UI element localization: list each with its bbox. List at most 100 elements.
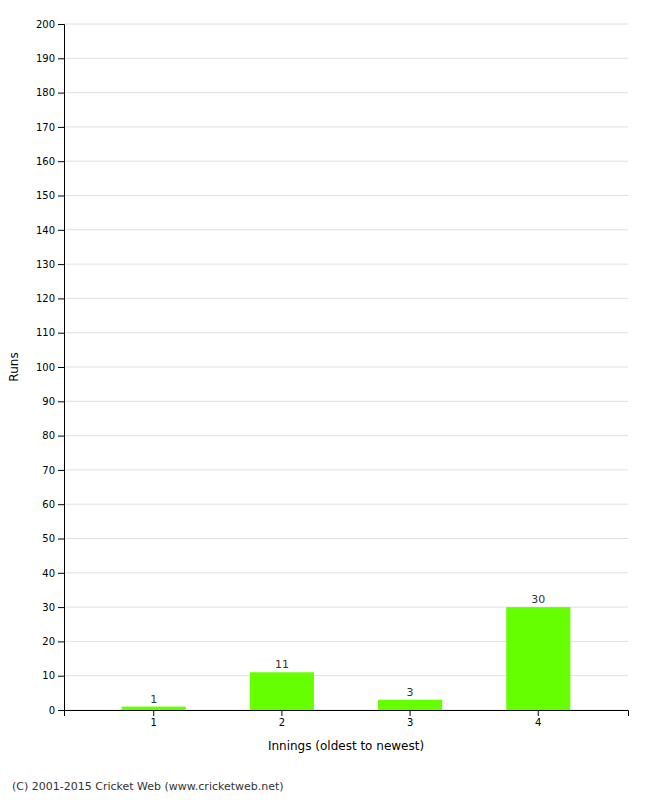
- grid-line: [64, 538, 628, 539]
- bar: [122, 707, 186, 710]
- y-tick-mark: [58, 367, 64, 368]
- y-tick: 0: [49, 705, 64, 716]
- grid-line: [64, 401, 628, 402]
- y-tick: 190: [36, 53, 64, 64]
- grid-line: [64, 298, 628, 299]
- bar: [378, 700, 442, 710]
- y-tick-label: 150: [36, 190, 55, 201]
- x-axis-line: [65, 711, 629, 717]
- grid-line: [64, 435, 628, 436]
- y-tick: 120: [36, 293, 64, 304]
- y-tick: 60: [42, 499, 64, 510]
- chart: 1113300102030405060708090100110120130140…: [0, 0, 650, 800]
- bars: [122, 607, 571, 710]
- x-tick: 2: [279, 710, 285, 728]
- data-label: 11: [275, 658, 289, 671]
- y-tick-label: 100: [36, 362, 55, 373]
- y-tick-label: 10: [42, 670, 55, 681]
- y-tick-mark: [58, 230, 64, 231]
- y-tick-mark: [58, 539, 64, 540]
- bar: [506, 607, 570, 710]
- x-tick-label: 3: [407, 717, 413, 728]
- data-labels: 111330: [150, 593, 545, 705]
- y-tick-mark: [58, 470, 64, 471]
- y-tick: 170: [36, 122, 64, 133]
- y-tick-label: 40: [42, 568, 55, 579]
- grid-line: [64, 367, 628, 368]
- grid-line: [64, 332, 628, 333]
- x-tick-label: 4: [535, 717, 541, 728]
- y-tick-label: 160: [36, 156, 55, 167]
- y-tick-mark: [58, 298, 64, 299]
- y-tick: 50: [42, 533, 64, 544]
- x-tick-label: 1: [151, 717, 157, 728]
- y-tick-label: 110: [36, 327, 55, 338]
- y-axis-line: [58, 25, 65, 711]
- grid-line: [64, 92, 628, 93]
- y-tick-mark: [58, 676, 64, 677]
- y-tick-mark: [58, 641, 64, 642]
- y-tick-label: 50: [42, 533, 55, 544]
- y-tick-mark: [58, 196, 64, 197]
- x-tick-label: 2: [279, 717, 285, 728]
- y-tick: 10: [42, 670, 64, 681]
- y-tick-label: 170: [36, 122, 55, 133]
- y-tick-label: 20: [42, 636, 55, 647]
- y-tick: 70: [42, 465, 64, 476]
- y-tick: 130: [36, 259, 64, 270]
- grid: [64, 24, 628, 710]
- grid-line: [64, 161, 628, 162]
- y-tick-label: 180: [36, 87, 55, 98]
- y-tick: 80: [42, 430, 64, 441]
- y-tick-label: 200: [36, 19, 55, 30]
- grid-line: [64, 572, 628, 573]
- y-tick: 160: [36, 156, 64, 167]
- x-tick-mark: [281, 710, 282, 716]
- y-tick-label: 60: [42, 499, 55, 510]
- y-tick-mark: [58, 24, 64, 25]
- y-tick-mark: [58, 264, 64, 265]
- y-tick: 40: [42, 568, 64, 579]
- y-tick-mark: [58, 401, 64, 402]
- y-tick-mark: [58, 127, 64, 128]
- grid-line: [64, 264, 628, 265]
- y-tick-mark: [58, 93, 64, 94]
- y-tick: 110: [36, 327, 64, 338]
- y-tick: 150: [36, 190, 64, 201]
- grid-line: [64, 126, 628, 127]
- y-tick-mark: [58, 710, 64, 711]
- y-axis-title: Runs: [7, 352, 21, 381]
- y-tick-label: 190: [36, 53, 55, 64]
- y-tick: 200: [36, 19, 64, 30]
- x-tick-mark: [410, 710, 411, 716]
- grid-line: [64, 24, 628, 25]
- y-axis: 0 10 20 30 40 50 60 70 80 90 100 110 120 130 140 150 160…: [36, 19, 65, 716]
- y-tick-label: 80: [42, 430, 55, 441]
- bar: [250, 672, 314, 710]
- y-tick-label: 0: [49, 705, 55, 716]
- y-tick-label: 90: [42, 396, 55, 407]
- x-axis-title: Innings (oldest to newest): [268, 739, 424, 753]
- y-tick-label: 130: [36, 259, 55, 270]
- grid-line: [64, 195, 628, 196]
- grid-line: [64, 504, 628, 505]
- x-tick-mark: [538, 710, 539, 716]
- grid-line: [64, 58, 628, 59]
- plot: 1113300102030405060708090100110120130140…: [36, 19, 629, 728]
- y-tick-mark: [58, 436, 64, 437]
- grid-line: [64, 229, 628, 230]
- y-tick-mark: [58, 58, 64, 59]
- y-tick: 90: [42, 396, 64, 407]
- data-label: 1: [150, 693, 157, 706]
- y-tick: 140: [36, 225, 64, 236]
- y-tick: 30: [42, 602, 64, 613]
- y-tick-mark: [58, 607, 64, 608]
- x-tick: 1: [151, 710, 157, 728]
- y-tick-mark: [58, 573, 64, 574]
- x-axis: 1 2 3 4: [65, 710, 629, 728]
- y-tick: 180: [36, 87, 64, 98]
- footer: (C) 2001-2015 Cricket Web (www.cricketwe…: [12, 780, 284, 793]
- y-tick-mark: [58, 504, 64, 505]
- y-tick: 20: [42, 636, 64, 647]
- y-tick-mark: [58, 333, 64, 334]
